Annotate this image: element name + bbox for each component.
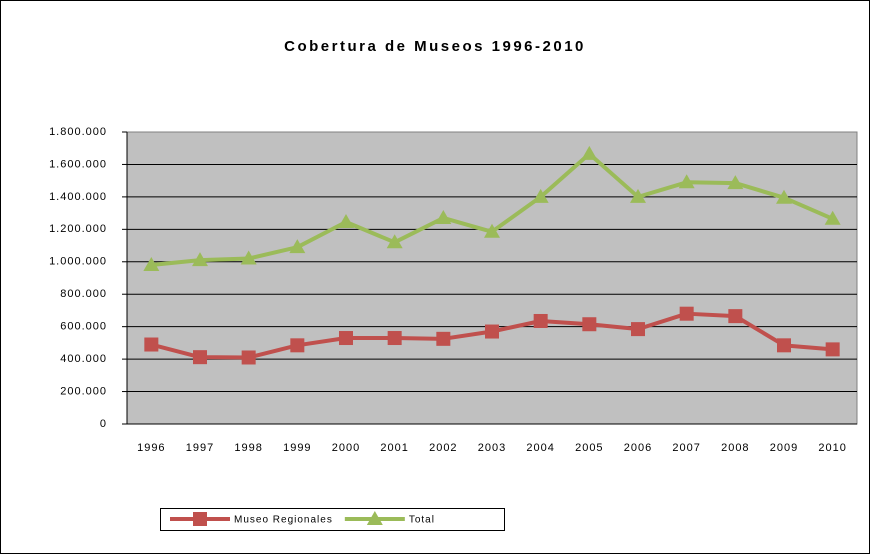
marker: [338, 214, 354, 229]
y-tick-label: 800.000: [60, 288, 107, 300]
marker: [484, 223, 500, 238]
y-tick-label: 1.200.000: [49, 223, 107, 235]
y-tick-label: 1.000.000: [49, 256, 107, 268]
y-tick-label: 400.000: [60, 353, 107, 365]
x-tick-label: 1999: [283, 442, 311, 454]
marker: [290, 338, 305, 353]
marker: [631, 322, 645, 337]
marker: [289, 239, 306, 254]
x-tick-label: 2004: [526, 442, 554, 454]
marker: [240, 250, 257, 265]
x-tick-label: 1997: [186, 442, 214, 454]
legend-label: Total: [409, 515, 435, 526]
marker: [728, 309, 743, 324]
marker: [630, 188, 646, 203]
marker: [532, 188, 549, 203]
marker: [825, 342, 840, 357]
y-tick-label: 200.000: [60, 385, 107, 397]
x-tick-label: 2003: [478, 442, 506, 454]
y-tick-label: 1.600.000: [49, 158, 107, 170]
marker: [144, 337, 159, 352]
marker: [339, 331, 353, 346]
x-tick-label: 1998: [234, 442, 262, 454]
plot-area: [126, 131, 858, 425]
legend-box: [160, 508, 505, 531]
x-tick-label: 2010: [818, 442, 846, 454]
x-tick-label: 2002: [429, 442, 457, 454]
marker: [435, 209, 452, 224]
marker: [582, 317, 597, 332]
marker: [485, 324, 499, 339]
legend-label: Museo Regionales: [234, 515, 333, 526]
marker: [192, 252, 208, 267]
y-tick-label: 1.800.000: [49, 126, 107, 138]
x-tick-label: 2009: [770, 442, 798, 454]
marker: [241, 350, 256, 365]
x-tick-label: 2007: [672, 442, 700, 454]
x-tick-label: 2006: [624, 442, 652, 454]
marker: [143, 257, 160, 272]
legend-marker: [366, 511, 383, 525]
marker: [727, 175, 744, 190]
marker: [387, 331, 402, 346]
marker: [776, 189, 792, 204]
y-tick-label: 0: [100, 418, 107, 430]
x-tick-label: 1996: [137, 442, 165, 454]
x-tick-label: 2000: [332, 442, 360, 454]
x-tick-label: 2005: [575, 442, 603, 454]
marker: [678, 174, 695, 189]
marker: [193, 350, 207, 365]
marker: [679, 306, 694, 321]
y-tick-label: 1.400.000: [49, 191, 107, 203]
marker: [824, 210, 841, 225]
marker: [777, 338, 791, 353]
marker: [386, 234, 403, 249]
x-tick-label: 2008: [721, 442, 749, 454]
x-tick-label: 2001: [380, 442, 408, 454]
marker: [533, 313, 548, 328]
chart-title: Cobertura de Museos 1996-2010: [284, 38, 586, 55]
y-tick-label: 600.000: [60, 321, 107, 333]
marker: [581, 145, 598, 160]
marker: [436, 331, 451, 346]
legend-marker: [193, 512, 207, 526]
